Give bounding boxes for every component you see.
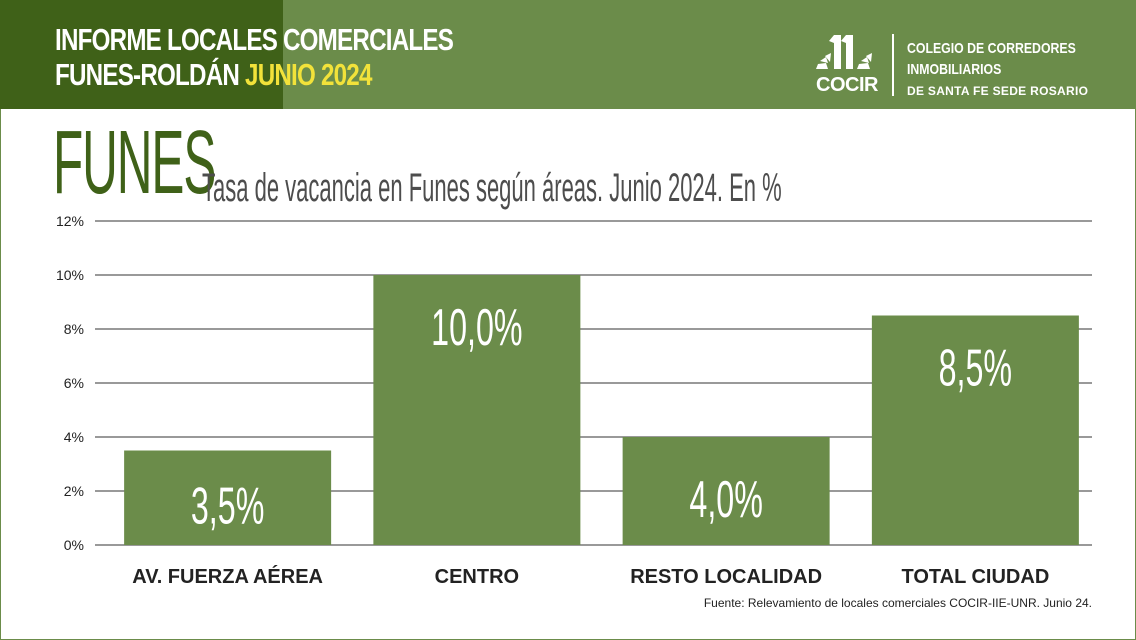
logo-divider [892, 34, 894, 96]
data-label-resto-localidad: 4,0% [689, 471, 762, 529]
data-label-centro: 10,0% [431, 299, 522, 357]
chart-title: Tasa de vacancia en Funes según áreas. J… [202, 166, 782, 210]
y-tick-label: 6% [64, 375, 84, 391]
cocir-logo-text: COCIR [816, 74, 878, 96]
report-title-line2: FUNES-ROLDÁN [55, 57, 240, 92]
y-tick-label: 4% [64, 429, 84, 445]
data-label-av-fuerza-aerea: 3,5% [191, 478, 264, 536]
bar-total-ciudad [871, 315, 1079, 545]
bar-av-fuerza-aerea [124, 450, 332, 545]
report-title-date: JUNIO 2024 [245, 57, 372, 92]
x-tick-label-av-fuerza-aerea: AV. FUERZA AÉREA [132, 565, 323, 588]
bar-resto-localidad [622, 437, 830, 545]
section-title: FUNES [53, 113, 216, 213]
x-tick-label-centro: CENTRO [435, 566, 519, 588]
report-title-line1: INFORME LOCALES COMERCIALES [55, 22, 454, 57]
header-title-block [0, 0, 283, 109]
x-tick-label-total-ciudad: TOTAL CIUDAD [901, 566, 1049, 588]
y-tick-label: 10% [56, 267, 84, 283]
org-line3: DE SANTA FE SEDE ROSARIO [907, 84, 1089, 98]
report-title: INFORME LOCALES COMERCIALES FUNES-ROLDÁN… [55, 22, 454, 92]
y-tick-label: 8% [64, 321, 84, 337]
organization-name: COLEGIO DE CORREDORES INMOBILIARIOS DE S… [907, 38, 1113, 100]
bar-centro [373, 275, 581, 545]
y-tick-label: 12% [56, 213, 84, 229]
org-line2: INMOBILIARIOS [907, 61, 1002, 78]
cocir-logo-icon [816, 35, 872, 69]
source-note: Fuente: Relevamiento de locales comercia… [703, 596, 1092, 610]
org-line1: COLEGIO DE CORREDORES [907, 40, 1076, 57]
y-tick-label: 2% [64, 483, 84, 499]
x-tick-label-resto-localidad: RESTO LOCALIDAD [630, 566, 822, 588]
header-bar: INFORME LOCALES COMERCIALES FUNES-ROLDÁN… [0, 0, 1136, 109]
y-tick-label: 0% [64, 537, 84, 553]
data-label-total-ciudad: 8,5% [939, 340, 1012, 398]
